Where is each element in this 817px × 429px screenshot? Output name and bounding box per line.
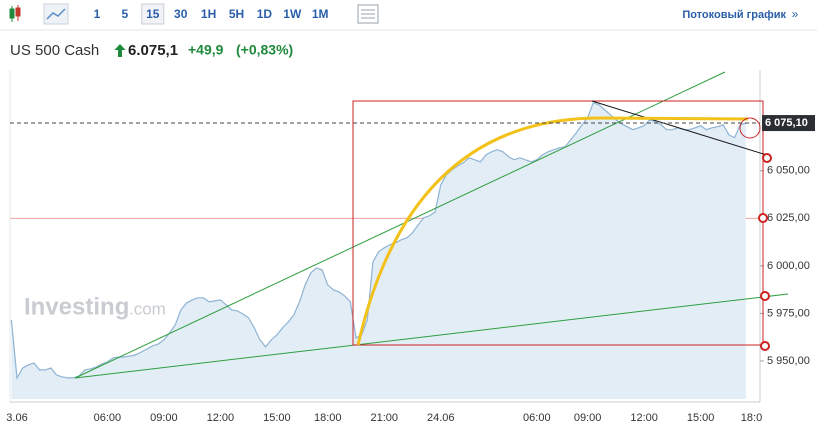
handle	[762, 153, 772, 163]
x-tick-label: 12:00	[630, 412, 658, 424]
trend-line	[591, 100, 771, 157]
trend-line	[74, 293, 789, 379]
stream-chart-link[interactable]: Потоковый график	[682, 9, 786, 21]
handle	[758, 213, 768, 223]
trend-line	[74, 71, 726, 379]
instrument-name: US 500 Cash	[10, 42, 99, 59]
last-price-label: 6 075,10	[765, 117, 808, 129]
last-price: 6.075,1	[128, 42, 178, 59]
x-tick-label: 06:00	[523, 412, 551, 424]
x-tick-label: 12:00	[207, 412, 235, 424]
interval-button[interactable]: 5	[122, 7, 129, 21]
selected-interval-box	[141, 3, 165, 25]
interval-button[interactable]: 1M	[312, 7, 329, 21]
y-tick-label: 6 050,00	[767, 165, 810, 177]
x-tick-label: 09:00	[574, 412, 602, 424]
x-tick-label: 09:00	[150, 412, 178, 424]
x-tick-label: 15:00	[263, 412, 291, 424]
x-tick-label: 24.06	[427, 412, 455, 424]
interval-button[interactable]: 1	[94, 7, 101, 21]
x-tick-label: 3.06	[6, 412, 27, 424]
plot: 5 950,00 5 975,00 6 000,00 6 025,00 6 050,00…	[6, 101, 810, 424]
y-tick-label: 6 000,00	[767, 260, 810, 272]
x-tick-label: 15:00	[687, 412, 715, 424]
user-drawings	[74, 71, 789, 379]
watermark-brand: Investing	[24, 293, 129, 320]
candle-icon[interactable]	[9, 5, 21, 22]
area-fill	[11, 102, 746, 400]
table-icon[interactable]	[357, 4, 379, 24]
handle-circle	[739, 117, 761, 139]
x-tick-label: 21:00	[370, 412, 398, 424]
curve-drawing	[356, 116, 749, 346]
y-tick-label: 5 975,00	[767, 307, 810, 319]
interval-button[interactable]: 5H	[229, 7, 244, 21]
interval-buttons: 1 5 15 30 1H 5H 1D 1W 1M	[94, 7, 329, 21]
handle	[760, 291, 770, 301]
up-arrow	[114, 44, 126, 57]
interval-button[interactable]: 30	[174, 7, 188, 21]
x-tick-label: 06:00	[94, 412, 122, 424]
link-arrow[interactable]: »	[792, 7, 799, 21]
interval-button[interactable]: 1W	[283, 7, 302, 21]
interval-button[interactable]: 1H	[201, 7, 216, 21]
price-label-layer: 6 075,10	[10, 115, 815, 132]
x-tick-label: 18:00	[314, 412, 342, 424]
area-chart-icon[interactable]	[43, 3, 69, 25]
interval-button[interactable]: 1D	[257, 7, 273, 21]
x-tick-label: 18:0	[741, 412, 762, 424]
handle	[760, 341, 770, 351]
price-change-percent: (+0,83%)	[236, 42, 293, 58]
last-price-box	[762, 115, 815, 132]
y-tick-label: 6 025,00	[767, 212, 810, 224]
price-line	[10, 101, 747, 380]
interval-button[interactable]: 15	[146, 7, 160, 21]
watermark-suffix: .com	[129, 299, 166, 318]
y-tick-label: 5 950,00	[767, 355, 810, 367]
price-change: +49,9	[188, 42, 224, 58]
